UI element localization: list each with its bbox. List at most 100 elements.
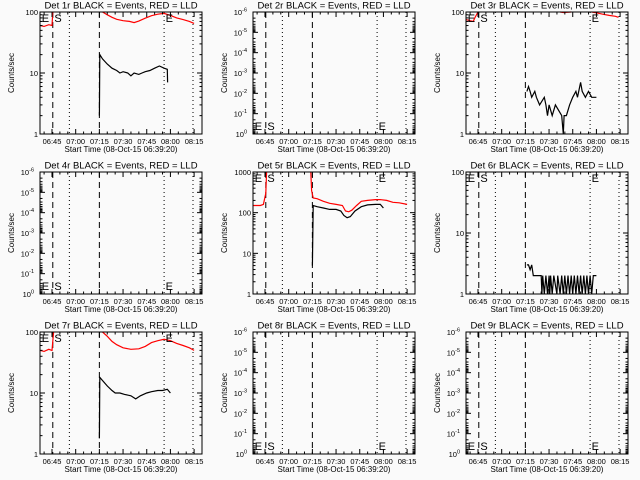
y-tick-base: 10 — [21, 270, 29, 279]
lld-series-line — [102, 331, 195, 351]
panel-det-5r: Det 5r BLACK = Events, RED = LLD 1 10 100 10… — [220, 161, 416, 315]
x-tick-label: 08:15 — [398, 137, 417, 146]
y-tick-exponent: -4 — [455, 368, 460, 374]
y-tick-label: 10-5 — [234, 28, 247, 38]
y-tick-label: 10-4 — [21, 208, 34, 218]
y-tick-base: 10 — [234, 110, 242, 119]
y-axis-label: Counts/sec — [220, 373, 229, 413]
x-axis-label: Start Time (08-Oct-15 06:39:20) — [491, 145, 604, 154]
events-series-line — [98, 375, 171, 439]
x-tick-label: 07:15 — [516, 297, 535, 306]
lld-series-line — [40, 11, 54, 28]
y-tick-label: 10 — [30, 389, 38, 398]
x-tick-label: 08:00 — [161, 297, 180, 306]
y-axis-label: Counts/sec — [7, 213, 16, 253]
time-marker-s: S — [267, 173, 274, 185]
x-tick-label: 08:15 — [398, 457, 417, 466]
y-tick-exponent: -4 — [242, 368, 247, 374]
y-tick-exponent: -5 — [29, 188, 34, 194]
y-tick-exponent: -3 — [455, 389, 460, 395]
y-tick-base: 10 — [21, 209, 29, 218]
y-tick-base: 100 — [451, 8, 464, 17]
time-marker-s: S — [480, 13, 487, 25]
x-tick-label: 07:00 — [492, 457, 511, 466]
x-tick-label: 07:45 — [137, 137, 156, 146]
x-tick-label: 07:15 — [90, 297, 109, 306]
plot-frame — [39, 171, 203, 295]
time-marker-s: S — [267, 121, 274, 133]
y-tick-exponent: -3 — [29, 229, 34, 235]
x-tick-label: 07:15 — [516, 137, 535, 146]
x-axis-label: Start Time (08-Oct-15 06:39:20) — [278, 305, 391, 314]
y-tick-base: 1 — [34, 130, 38, 139]
x-tick-label: 07:00 — [66, 297, 85, 306]
y-tick-label: 10-2 — [447, 409, 460, 419]
y-tick-label: 100 — [449, 450, 460, 460]
y-tick-label: 10-5 — [447, 348, 460, 358]
x-tick-label: 08:00 — [161, 457, 180, 466]
plot-frame — [252, 171, 416, 295]
x-axis-label: Start Time (08-Oct-15 06:39:20) — [491, 305, 604, 314]
y-tick-base: 10 — [234, 69, 242, 78]
y-tick-base: 10 — [23, 290, 31, 299]
lld-series-line — [102, 11, 195, 24]
x-tick-label: 07:30 — [540, 457, 559, 466]
y-tick-exponent: -6 — [242, 8, 247, 14]
y-tick-base: 10 — [236, 130, 244, 139]
x-tick-label: 08:00 — [374, 137, 393, 146]
panel-det-9r: Det 9r BLACK = Events, RED = LLD10010-11… — [433, 321, 629, 475]
y-tick-label: 1000 — [234, 168, 251, 177]
y-tick-label: 10-6 — [234, 328, 247, 338]
x-tick-label: 07:00 — [279, 457, 298, 466]
x-tick-label: 07:30 — [327, 297, 346, 306]
x-tick-label: 07:45 — [350, 457, 369, 466]
y-axis-label: Counts/sec — [220, 53, 229, 93]
y-tick-base: 100 — [25, 8, 38, 17]
y-tick-base: 10 — [30, 69, 38, 78]
y-tick-exponent: -6 — [29, 168, 34, 174]
events-series-line — [526, 82, 597, 135]
y-tick-exponent: 0 — [457, 450, 460, 456]
y-tick-base: 10 — [243, 249, 251, 258]
y-tick-label: 10-1 — [447, 429, 460, 439]
y-tick-label: 10-4 — [447, 368, 460, 378]
panel-det-4r: Det 4r BLACK = Events, RED = LLD10010-11… — [7, 161, 203, 315]
time-marker-e: E — [592, 441, 599, 453]
x-tick-label: 08:15 — [185, 297, 204, 306]
x-tick-label: 07:00 — [279, 297, 298, 306]
x-tick-label: 06:45 — [256, 297, 275, 306]
y-tick-exponent: -1 — [455, 429, 460, 435]
y-tick-exponent: -6 — [242, 328, 247, 334]
x-tick-label: 07:00 — [66, 137, 85, 146]
x-tick-label: 08:15 — [185, 137, 204, 146]
x-tick-label: 07:15 — [303, 297, 322, 306]
y-tick-label: 100 — [238, 209, 251, 218]
x-tick-label: 08:00 — [587, 137, 606, 146]
time-marker-s: S — [480, 441, 487, 453]
y-tick-base: 10 — [447, 430, 455, 439]
x-tick-label: 07:00 — [492, 297, 511, 306]
plot-frame — [252, 331, 416, 455]
y-tick-label: 10-3 — [234, 389, 247, 399]
x-tick-label: 07:00 — [66, 457, 85, 466]
x-tick-label: 08:15 — [611, 457, 630, 466]
x-axis-label: Start Time (08-Oct-15 06:39:20) — [65, 145, 178, 154]
y-tick-label: 1 — [460, 130, 464, 139]
y-tick-label: 10-2 — [234, 409, 247, 419]
x-tick-label: 06:45 — [469, 137, 488, 146]
y-tick-label: 1 — [460, 290, 464, 299]
x-tick-label: 07:15 — [303, 457, 322, 466]
y-tick-base: 10 — [234, 389, 242, 398]
y-tick-exponent: -5 — [455, 348, 460, 354]
x-tick-label: 07:30 — [327, 137, 346, 146]
x-tick-label: 07:45 — [563, 297, 582, 306]
time-marker-s: S — [267, 441, 274, 453]
plot-frame — [465, 11, 629, 135]
x-axis-label: Start Time (08-Oct-15 06:39:20) — [491, 465, 604, 474]
y-tick-label: 10-6 — [21, 168, 34, 178]
y-tick-base: 10 — [447, 409, 455, 418]
y-axis-label: Counts/sec — [7, 373, 16, 413]
panel-det-2r: Det 2r BLACK = Events, RED = LLD10010-11… — [220, 1, 416, 155]
plot-frame — [465, 331, 629, 455]
